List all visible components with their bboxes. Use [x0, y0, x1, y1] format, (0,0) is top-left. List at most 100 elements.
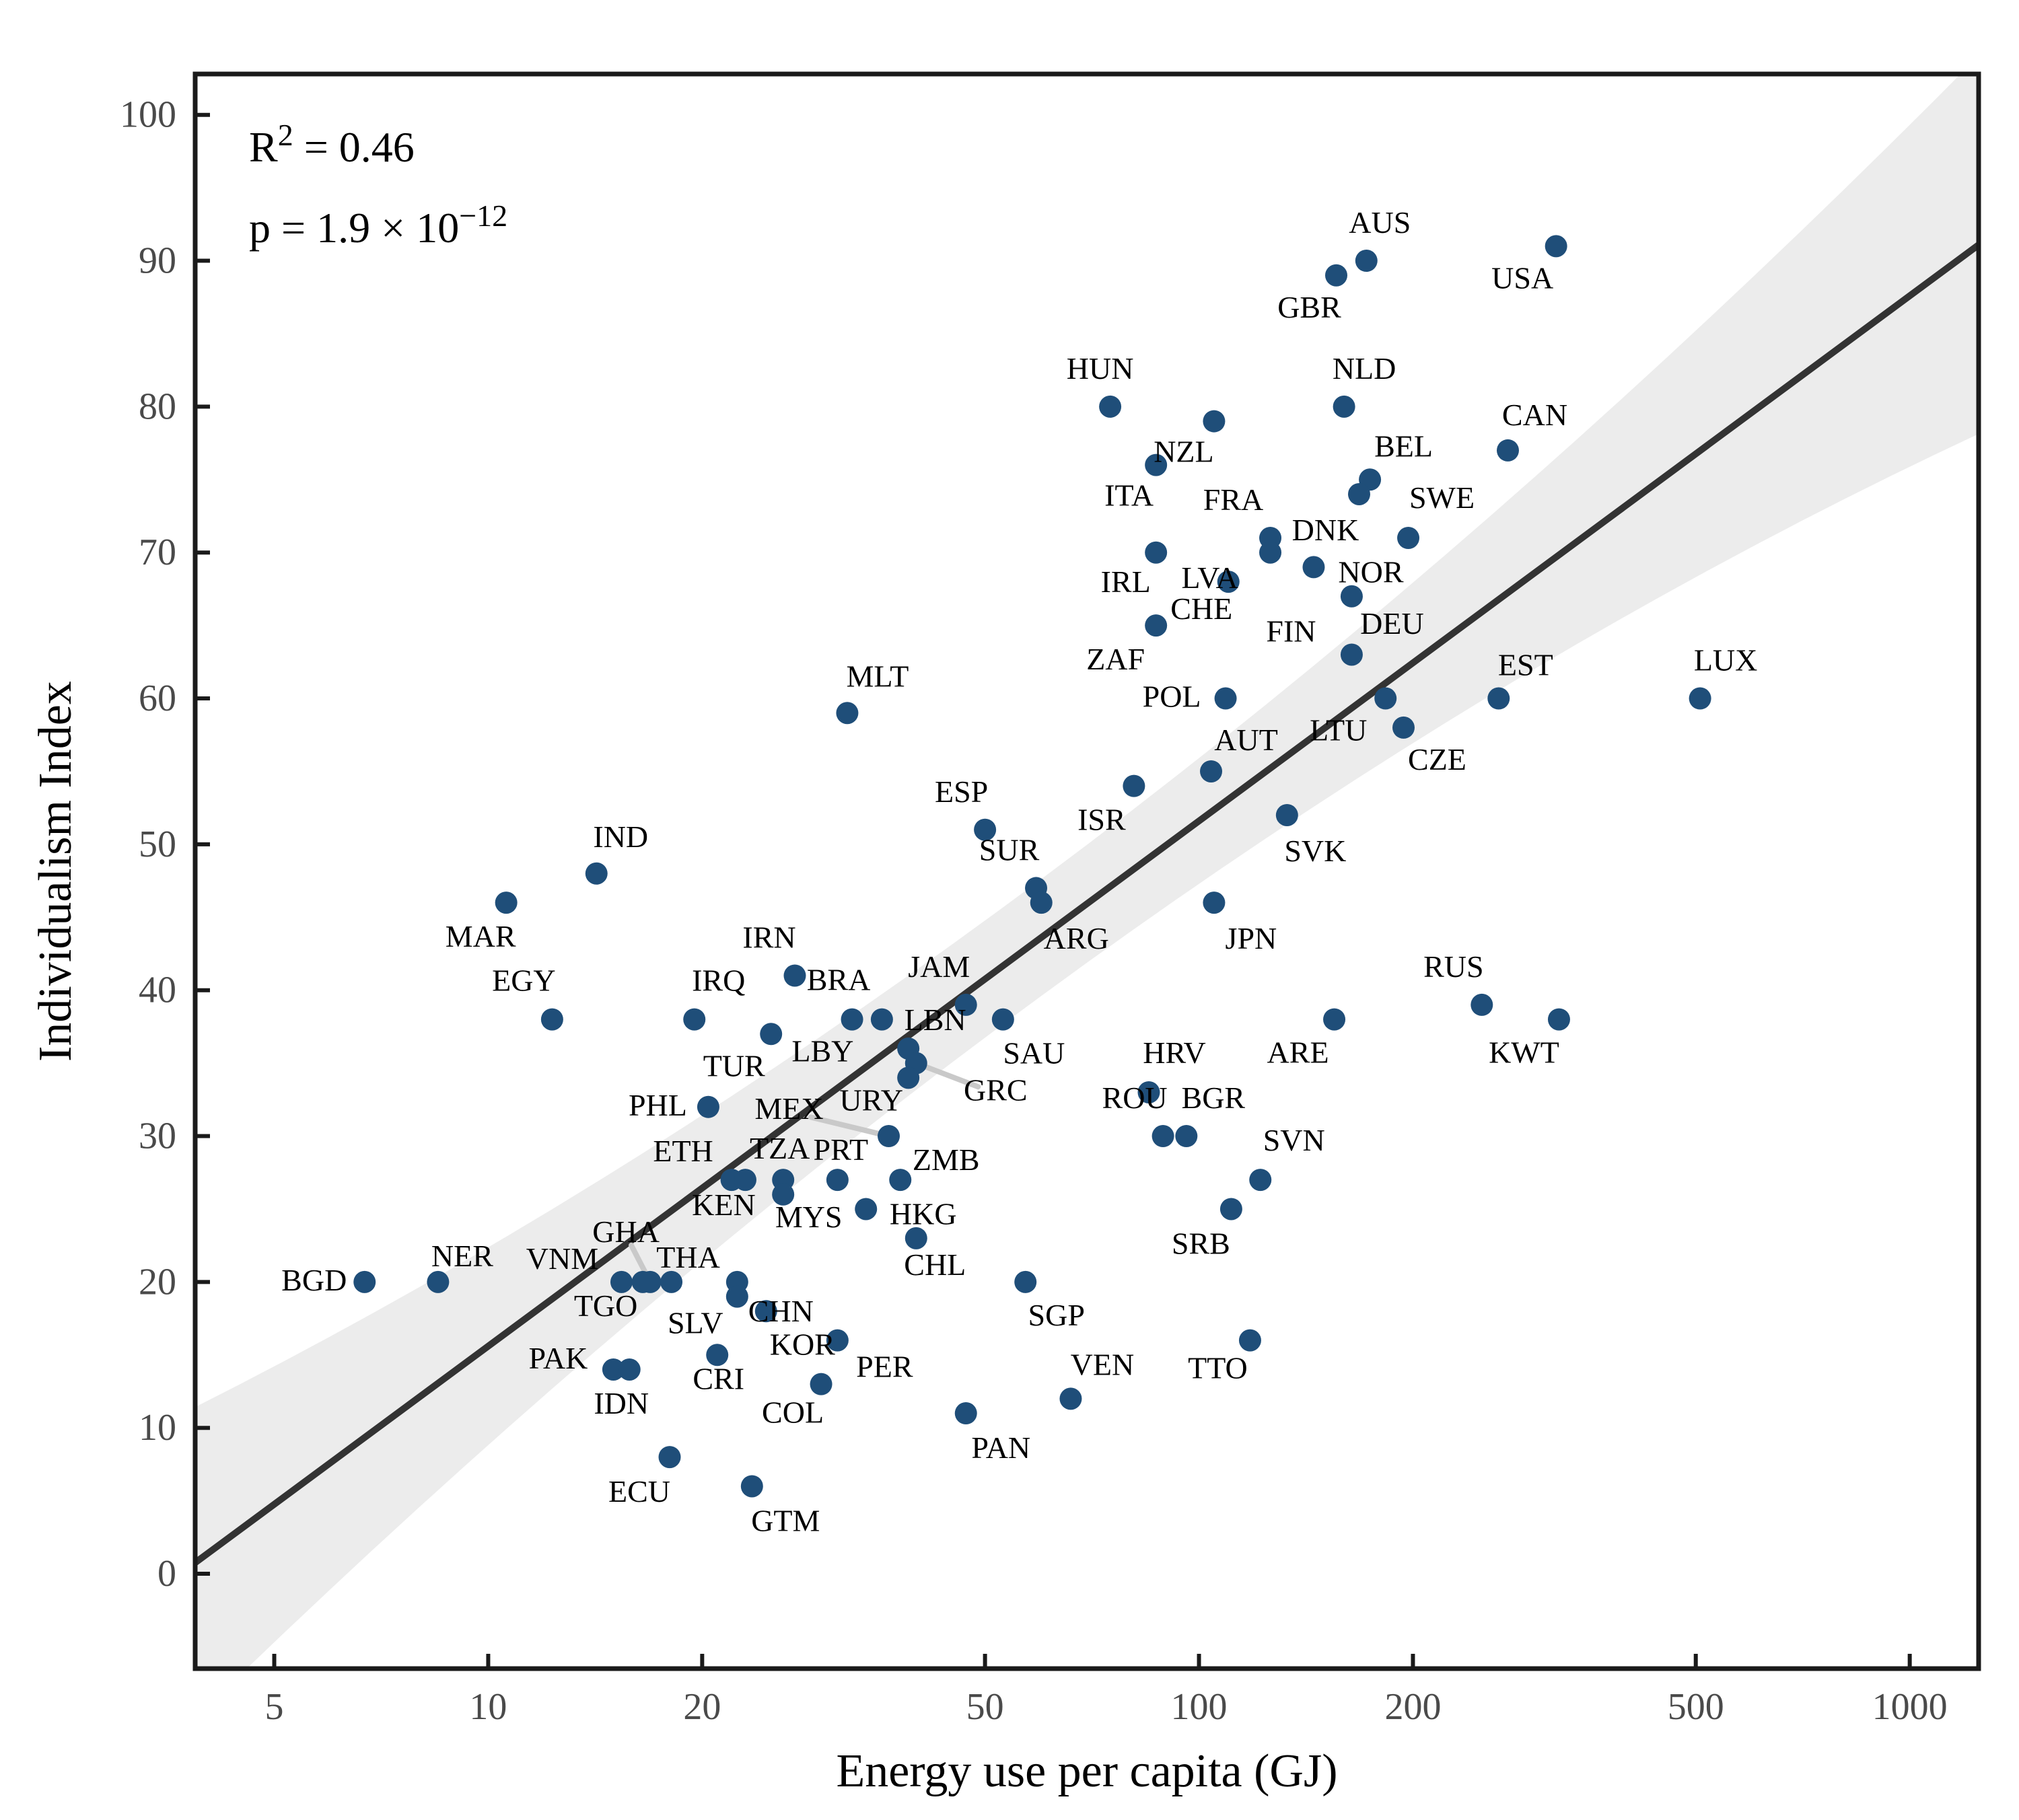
- data-point-MEX: [878, 1125, 900, 1148]
- country-label-ZAF: ZAF: [1086, 642, 1145, 676]
- country-label-SRB: SRB: [1172, 1227, 1230, 1261]
- country-label-MAR: MAR: [446, 919, 516, 953]
- data-point-ECU: [658, 1446, 681, 1469]
- data-point-CHL: [905, 1227, 927, 1249]
- country-label-LBY: LBY: [791, 1034, 853, 1068]
- country-label-CHE: CHE: [1170, 591, 1232, 626]
- country-label-CZE: CZE: [1408, 742, 1466, 776]
- data-point-MAR: [495, 891, 518, 914]
- data-point-EGY: [540, 1008, 563, 1031]
- y-axis-title: Individualism Index: [30, 681, 81, 1062]
- country-label-TGO: TGO: [574, 1288, 638, 1323]
- data-point-SVK: [1275, 804, 1298, 827]
- data-point-MYS: [772, 1183, 795, 1206]
- country-label-NZL: NZL: [1154, 435, 1213, 469]
- y-tick-label: 30: [139, 1116, 176, 1157]
- country-label-USA: USA: [1491, 260, 1553, 295]
- data-point-DNK: [1347, 482, 1370, 505]
- country-label-ARG: ARG: [1044, 921, 1109, 955]
- country-label-SAU: SAU: [1003, 1036, 1065, 1070]
- data-point-IRN: [783, 964, 806, 987]
- country-label-IRL: IRL: [1101, 565, 1151, 599]
- x-tick-label: 1000: [1872, 1686, 1948, 1728]
- country-label-PHL: PHL: [629, 1088, 687, 1122]
- country-label-SWE: SWE: [1409, 480, 1475, 515]
- data-point-LBY: [870, 1008, 893, 1031]
- country-label-KEN: KEN: [692, 1188, 756, 1222]
- y-tick-label: 10: [139, 1407, 176, 1449]
- country-label-TUR: TUR: [703, 1048, 765, 1083]
- data-point-URY: [897, 1066, 920, 1089]
- data-point-KOR: [754, 1300, 777, 1323]
- data-point-KWT: [1547, 1008, 1570, 1031]
- country-label-NER: NER: [431, 1239, 493, 1273]
- country-label-SLV: SLV: [668, 1306, 723, 1340]
- data-point-PAK: [602, 1358, 625, 1381]
- country-label-CAN: CAN: [1502, 398, 1567, 432]
- country-label-URY: URY: [839, 1083, 903, 1117]
- country-label-PER: PER: [856, 1350, 913, 1384]
- y-tick-label: 90: [139, 240, 176, 282]
- y-tick-label: 0: [157, 1553, 176, 1595]
- country-label-LVA: LVA: [1181, 560, 1238, 595]
- data-point-SGP: [1014, 1270, 1037, 1293]
- data-point-AUS: [1355, 250, 1378, 272]
- data-point-HUN: [1099, 395, 1122, 418]
- data-point-SAU: [991, 1008, 1014, 1031]
- data-point-DEU: [1340, 585, 1363, 608]
- data-point-BRA: [841, 1008, 863, 1031]
- country-label-GHA: GHA: [592, 1214, 660, 1249]
- country-label-AUT: AUT: [1214, 723, 1278, 757]
- y-tick-label: 80: [139, 386, 176, 427]
- data-point-IDN: [618, 1358, 641, 1381]
- y-tick-label: 20: [139, 1261, 176, 1303]
- country-label-EST: EST: [1498, 648, 1553, 682]
- data-point-PHL: [697, 1095, 719, 1118]
- y-tick-label: 70: [139, 532, 176, 573]
- country-label-BGD: BGD: [281, 1263, 347, 1297]
- country-label-EGY: EGY: [492, 963, 556, 998]
- country-label-DNK: DNK: [1292, 513, 1359, 547]
- data-point-POL: [1214, 687, 1237, 710]
- data-point-LTU: [1374, 687, 1397, 710]
- country-label-THA: THA: [656, 1240, 720, 1274]
- country-label-MEX: MEX: [754, 1091, 823, 1126]
- data-point-SLV: [725, 1285, 748, 1308]
- data-point-ARE: [1323, 1008, 1346, 1031]
- data-point-NER: [427, 1270, 450, 1293]
- data-point-BGR: [1175, 1125, 1198, 1148]
- data-point-MLT: [836, 702, 859, 725]
- data-point-CHE: [1217, 571, 1240, 593]
- data-point-HKG: [855, 1198, 878, 1221]
- data-point-LVA: [1259, 541, 1282, 564]
- country-label-KOR: KOR: [770, 1327, 835, 1361]
- country-label-TTO: TTO: [1188, 1351, 1248, 1385]
- country-label-FRA: FRA: [1203, 482, 1263, 517]
- country-label-IRN: IRN: [742, 920, 795, 955]
- data-point-RUS: [1471, 993, 1493, 1016]
- data-point-ROU: [1152, 1125, 1174, 1148]
- data-point-PRT: [826, 1169, 849, 1192]
- data-point-JAM: [954, 993, 977, 1016]
- country-label-MLT: MLT: [846, 659, 909, 693]
- country-label-ECU: ECU: [608, 1474, 670, 1508]
- data-point-CRI: [706, 1344, 729, 1367]
- data-point-ISR: [1123, 774, 1145, 797]
- x-tick-label: 100: [1171, 1686, 1228, 1728]
- country-label-GTM: GTM: [751, 1504, 820, 1538]
- x-axis-title: Energy use per capita (GJ): [836, 1745, 1337, 1797]
- country-label-SVK: SVK: [1284, 834, 1346, 868]
- country-label-VNM: VNM: [526, 1241, 598, 1276]
- country-label-SGP: SGP: [1028, 1298, 1085, 1332]
- country-label-GRC: GRC: [964, 1073, 1028, 1107]
- country-label-BEL: BEL: [1374, 429, 1433, 463]
- country-label-NLD: NLD: [1333, 351, 1396, 386]
- x-tick-label: 50: [966, 1686, 1004, 1728]
- data-point-SWE: [1397, 527, 1420, 550]
- confidence-band: [195, 74, 1979, 1669]
- data-point-ITA: [1145, 453, 1168, 476]
- data-point-CAN: [1496, 439, 1519, 462]
- country-label-POL: POL: [1143, 680, 1201, 714]
